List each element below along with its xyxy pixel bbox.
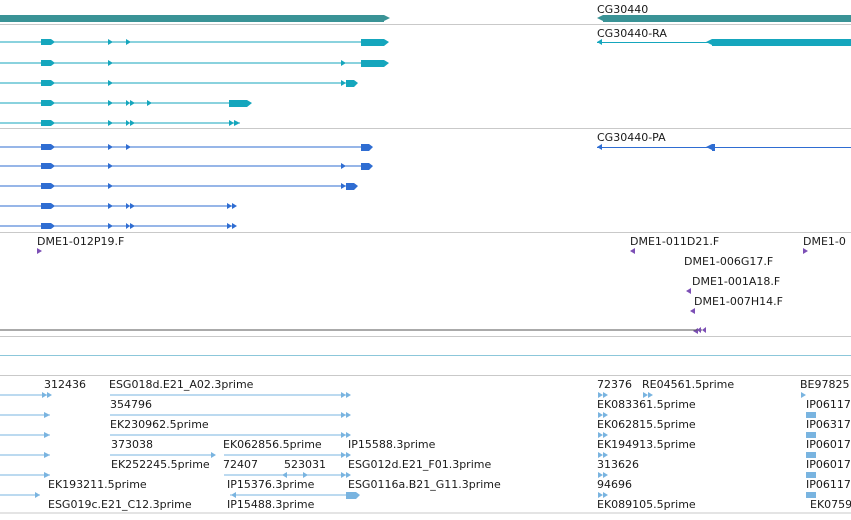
est-label[interactable]: IP15588.3prime [348, 438, 436, 451]
est-label[interactable]: IP15376.3prime [227, 478, 315, 491]
track-divider [0, 128, 851, 129]
clone-label[interactable]: DME1-011D21.F [630, 235, 720, 248]
clone-label[interactable]: DME1-006G17.F [684, 255, 774, 268]
gene-feature-right[interactable] [603, 15, 851, 22]
est-label[interactable]: IP06017 [806, 438, 851, 451]
protein-model-arrow [597, 144, 602, 150]
est-features [0, 392, 851, 514]
est-label[interactable]: IP15488.3prime [227, 498, 315, 511]
est-label[interactable]: 523031 [284, 458, 326, 471]
est-label[interactable]: 72376 [597, 378, 632, 391]
gene-feature-right-arrow [597, 15, 603, 21]
est-label[interactable]: ESG019c.E21_C12.3prime [48, 498, 192, 511]
clone-label[interactable]: DME1-0 [803, 235, 846, 248]
protein-exon [706, 144, 712, 150]
est-label[interactable]: 313626 [597, 458, 639, 471]
est-label[interactable]: 354796 [110, 398, 152, 411]
est-label[interactable]: 312436 [44, 378, 86, 391]
est-label[interactable]: ESG0116a.B21_G11.3prime [348, 478, 501, 491]
est-label[interactable]: BE97825 [800, 378, 850, 391]
est-label[interactable]: 373038 [111, 438, 153, 451]
protein-model[interactable] [597, 147, 851, 148]
gene-label[interactable]: CG30440 [597, 3, 649, 16]
protein-exon [712, 144, 715, 151]
clone-label[interactable]: DME1-007H14.F [694, 295, 783, 308]
est-label[interactable]: EK089105.5prime [597, 498, 696, 511]
est-label[interactable]: EK194913.5prime [597, 438, 696, 451]
est-label[interactable]: 94696 [597, 478, 632, 491]
clone-features [0, 248, 808, 334]
est-label[interactable]: ESG012d.E21_F01.3prime [348, 458, 492, 471]
gene-feature-left-arrow [384, 15, 390, 21]
clone-label[interactable]: DME1-001A18.F [692, 275, 781, 288]
est-label[interactable]: IP06117 [806, 398, 851, 411]
est-label[interactable]: EK230962.5prime [110, 418, 209, 431]
est-label[interactable]: RE04561.5prime [642, 378, 735, 391]
est-label[interactable]: IP06017 [806, 458, 851, 471]
track-divider [0, 375, 851, 376]
transcript-model-arrow [597, 39, 602, 45]
gene-feature-left[interactable] [0, 15, 384, 22]
transcript-label[interactable]: CG30440-RA [597, 27, 667, 40]
est-label[interactable]: 72407 [223, 458, 258, 471]
clone-label[interactable]: DME1-012P19.F [37, 235, 125, 248]
est-label[interactable]: EK252245.5prime [111, 458, 210, 471]
protein-models-left-pa [0, 144, 373, 229]
track-divider [0, 336, 851, 337]
empty-track-line [0, 355, 851, 356]
est-label[interactable]: EK062856.5prime [223, 438, 322, 451]
est-label[interactable]: EK083361.5prime [597, 398, 696, 411]
est-label[interactable]: IP06117 [806, 478, 851, 491]
est-label[interactable]: EK0759 [810, 498, 851, 511]
est-label[interactable]: ESG018d.E21_A02.3prime [109, 378, 254, 391]
est-label[interactable]: EK062815.5prime [597, 418, 696, 431]
est-label[interactable]: IP06317 [806, 418, 851, 431]
protein-label[interactable]: CG30440-PA [597, 131, 666, 144]
transcript-exon [706, 39, 712, 45]
transcript-models-left-ra [0, 39, 389, 126]
transcript-exon [712, 39, 851, 46]
est-label[interactable]: EK193211.5prime [48, 478, 147, 491]
track-divider [0, 232, 851, 233]
track-divider [0, 24, 851, 25]
